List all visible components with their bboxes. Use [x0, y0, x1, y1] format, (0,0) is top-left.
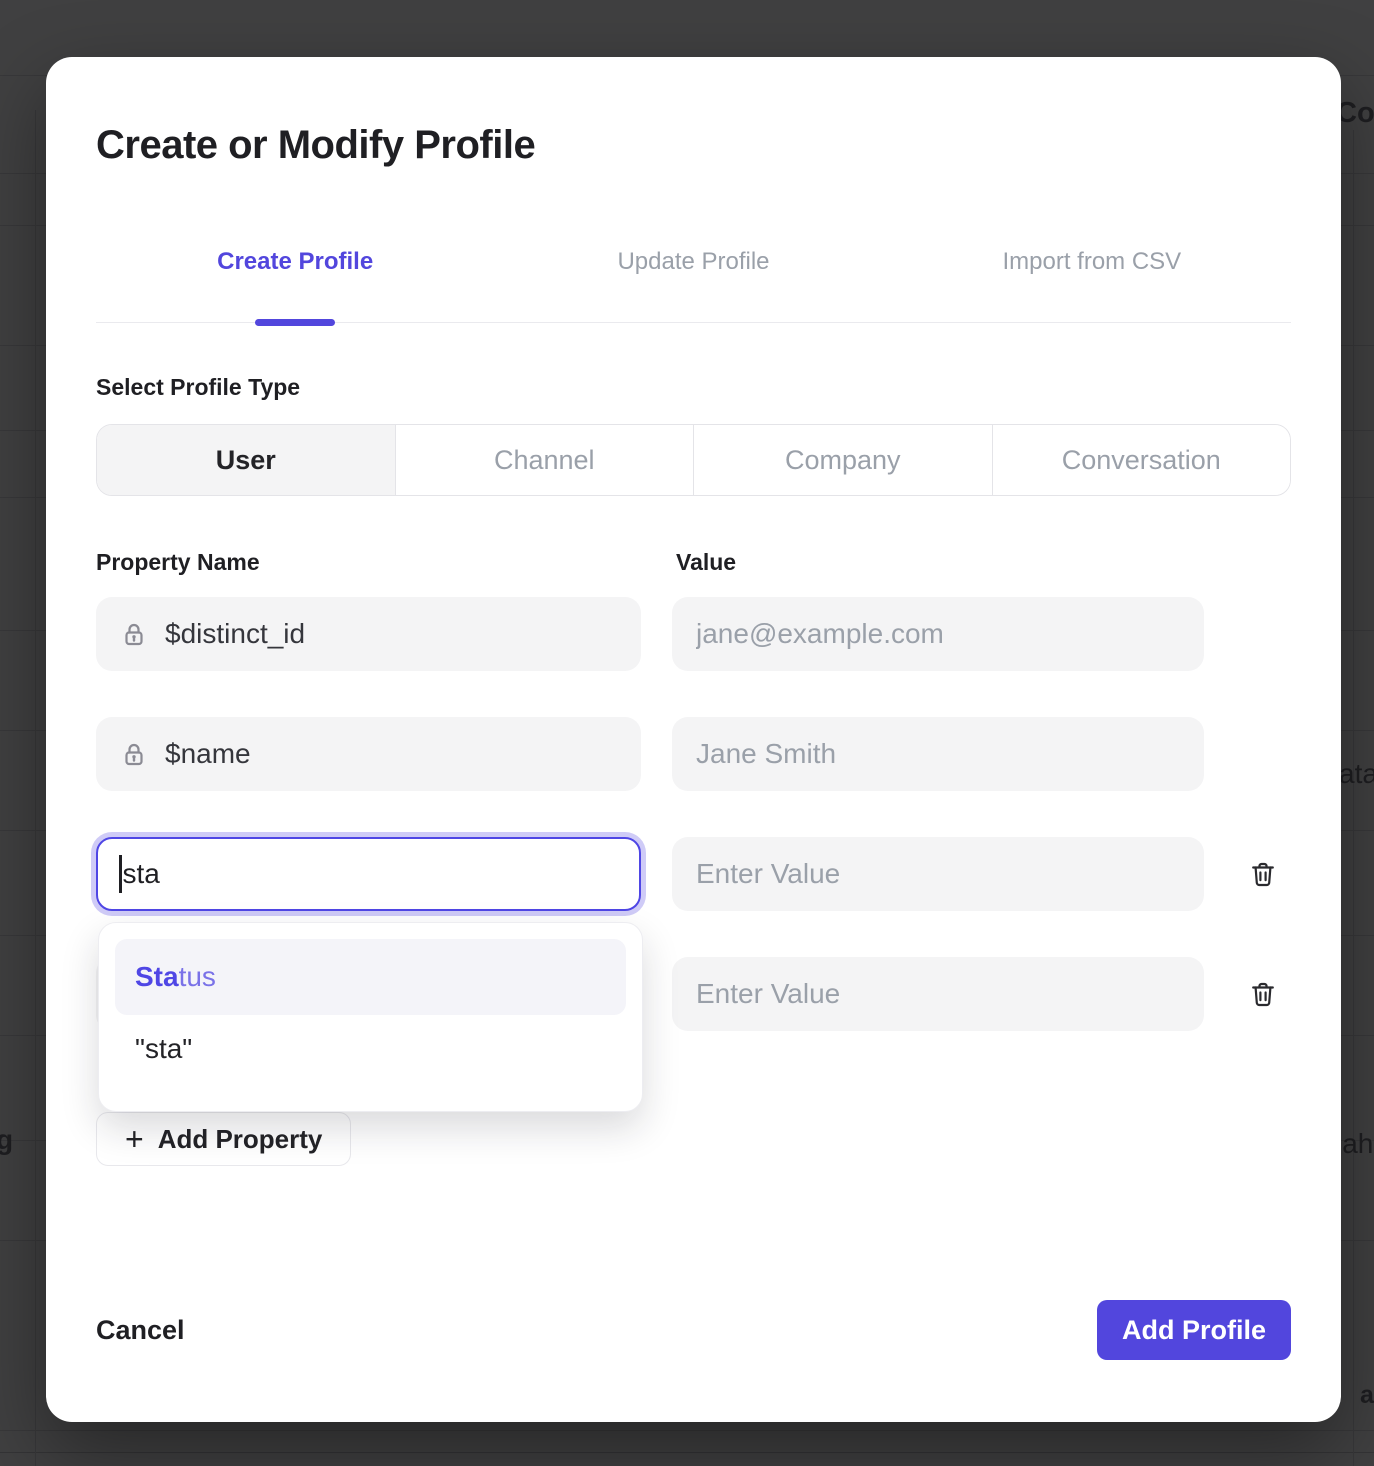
property-name-column-header: Property Name — [96, 549, 260, 575]
suggestion-rest-text: tus — [178, 961, 216, 992]
suggestion-item-raw[interactable]: "sta" — [135, 1033, 193, 1064]
profile-type-segmented-control: User Channel Company Conversation — [96, 424, 1291, 496]
plus-icon: + — [125, 1121, 144, 1157]
trash-icon — [1252, 982, 1274, 1007]
background-text-fragment: a — [1360, 1381, 1374, 1409]
value-input[interactable] — [672, 837, 1204, 911]
property-name-input-focused[interactable]: sta — [96, 837, 641, 911]
background-text-fragment: g — [0, 1124, 14, 1155]
background-gridline — [0, 1452, 1374, 1453]
background-text-fragment: Col — [1336, 97, 1374, 129]
value-column-header: Value — [676, 549, 737, 575]
property-name-field-distinct-id: $distinct_id — [96, 597, 641, 671]
tab-label: Import from CSV — [1002, 248, 1182, 275]
column-headers: Property Name Value — [96, 548, 1291, 576]
property-row: sta — [96, 837, 1291, 911]
tab-update-profile[interactable]: Update Profile — [494, 246, 892, 322]
add-property-button[interactable]: + Add Property — [96, 1112, 352, 1166]
modal-footer: Cancel Add Profile — [96, 1300, 1291, 1360]
property-row: $name — [96, 717, 1291, 791]
trash-icon — [1252, 862, 1274, 887]
add-profile-button[interactable]: Add Profile — [1096, 1300, 1291, 1360]
delete-row-button[interactable] — [1241, 972, 1285, 1016]
active-tab-indicator — [255, 319, 336, 326]
suggestion-match-text: Sta — [135, 961, 179, 992]
modal-title: Create or Modify Profile — [96, 123, 536, 167]
cancel-button[interactable]: Cancel — [96, 1314, 185, 1345]
property-name-text: $name — [165, 738, 251, 769]
tab-label: Create Profile — [217, 248, 374, 275]
add-property-label: Add Property — [157, 1123, 323, 1154]
property-suggestions-dropdown: Sta tus "sta" — [98, 922, 643, 1112]
property-name-text: $distinct_id — [165, 618, 306, 649]
value-input[interactable] — [672, 717, 1204, 791]
profile-type-conversation[interactable]: Conversation — [991, 425, 1290, 495]
property-name-field-name: $name — [96, 717, 641, 791]
background-text-fragment: ata — [1339, 758, 1374, 789]
tab-label: Update Profile — [617, 248, 770, 275]
create-or-modify-profile-modal: Create or Modify Profile Create Profile … — [46, 57, 1341, 1422]
background-gridline — [1353, 130, 1354, 1466]
background-gridline — [0, 1430, 1374, 1431]
property-name-typed-text: sta — [122, 858, 160, 889]
profile-type-channel[interactable]: Channel — [394, 425, 693, 495]
background-gridline — [35, 110, 36, 1466]
lock-icon — [125, 623, 143, 646]
modal-tab-bar: Create Profile Update Profile Import fro… — [96, 246, 1291, 326]
tab-create-profile[interactable]: Create Profile — [96, 246, 494, 326]
text-cursor — [119, 855, 122, 893]
property-row: $distinct_id — [96, 597, 1291, 671]
profile-type-user[interactable]: User — [97, 425, 395, 495]
tab-import-from-csv[interactable]: Import from CSV — [893, 246, 1291, 322]
value-input[interactable] — [672, 597, 1204, 671]
suggestion-item-status[interactable]: Sta tus — [115, 939, 626, 1015]
background-text-fragment: lah — [1336, 1128, 1374, 1159]
delete-row-button[interactable] — [1241, 852, 1285, 896]
value-input[interactable] — [672, 957, 1204, 1031]
profile-type-label: Select Profile Type — [96, 374, 301, 400]
profile-type-company[interactable]: Company — [693, 425, 992, 495]
lock-icon — [125, 743, 143, 766]
